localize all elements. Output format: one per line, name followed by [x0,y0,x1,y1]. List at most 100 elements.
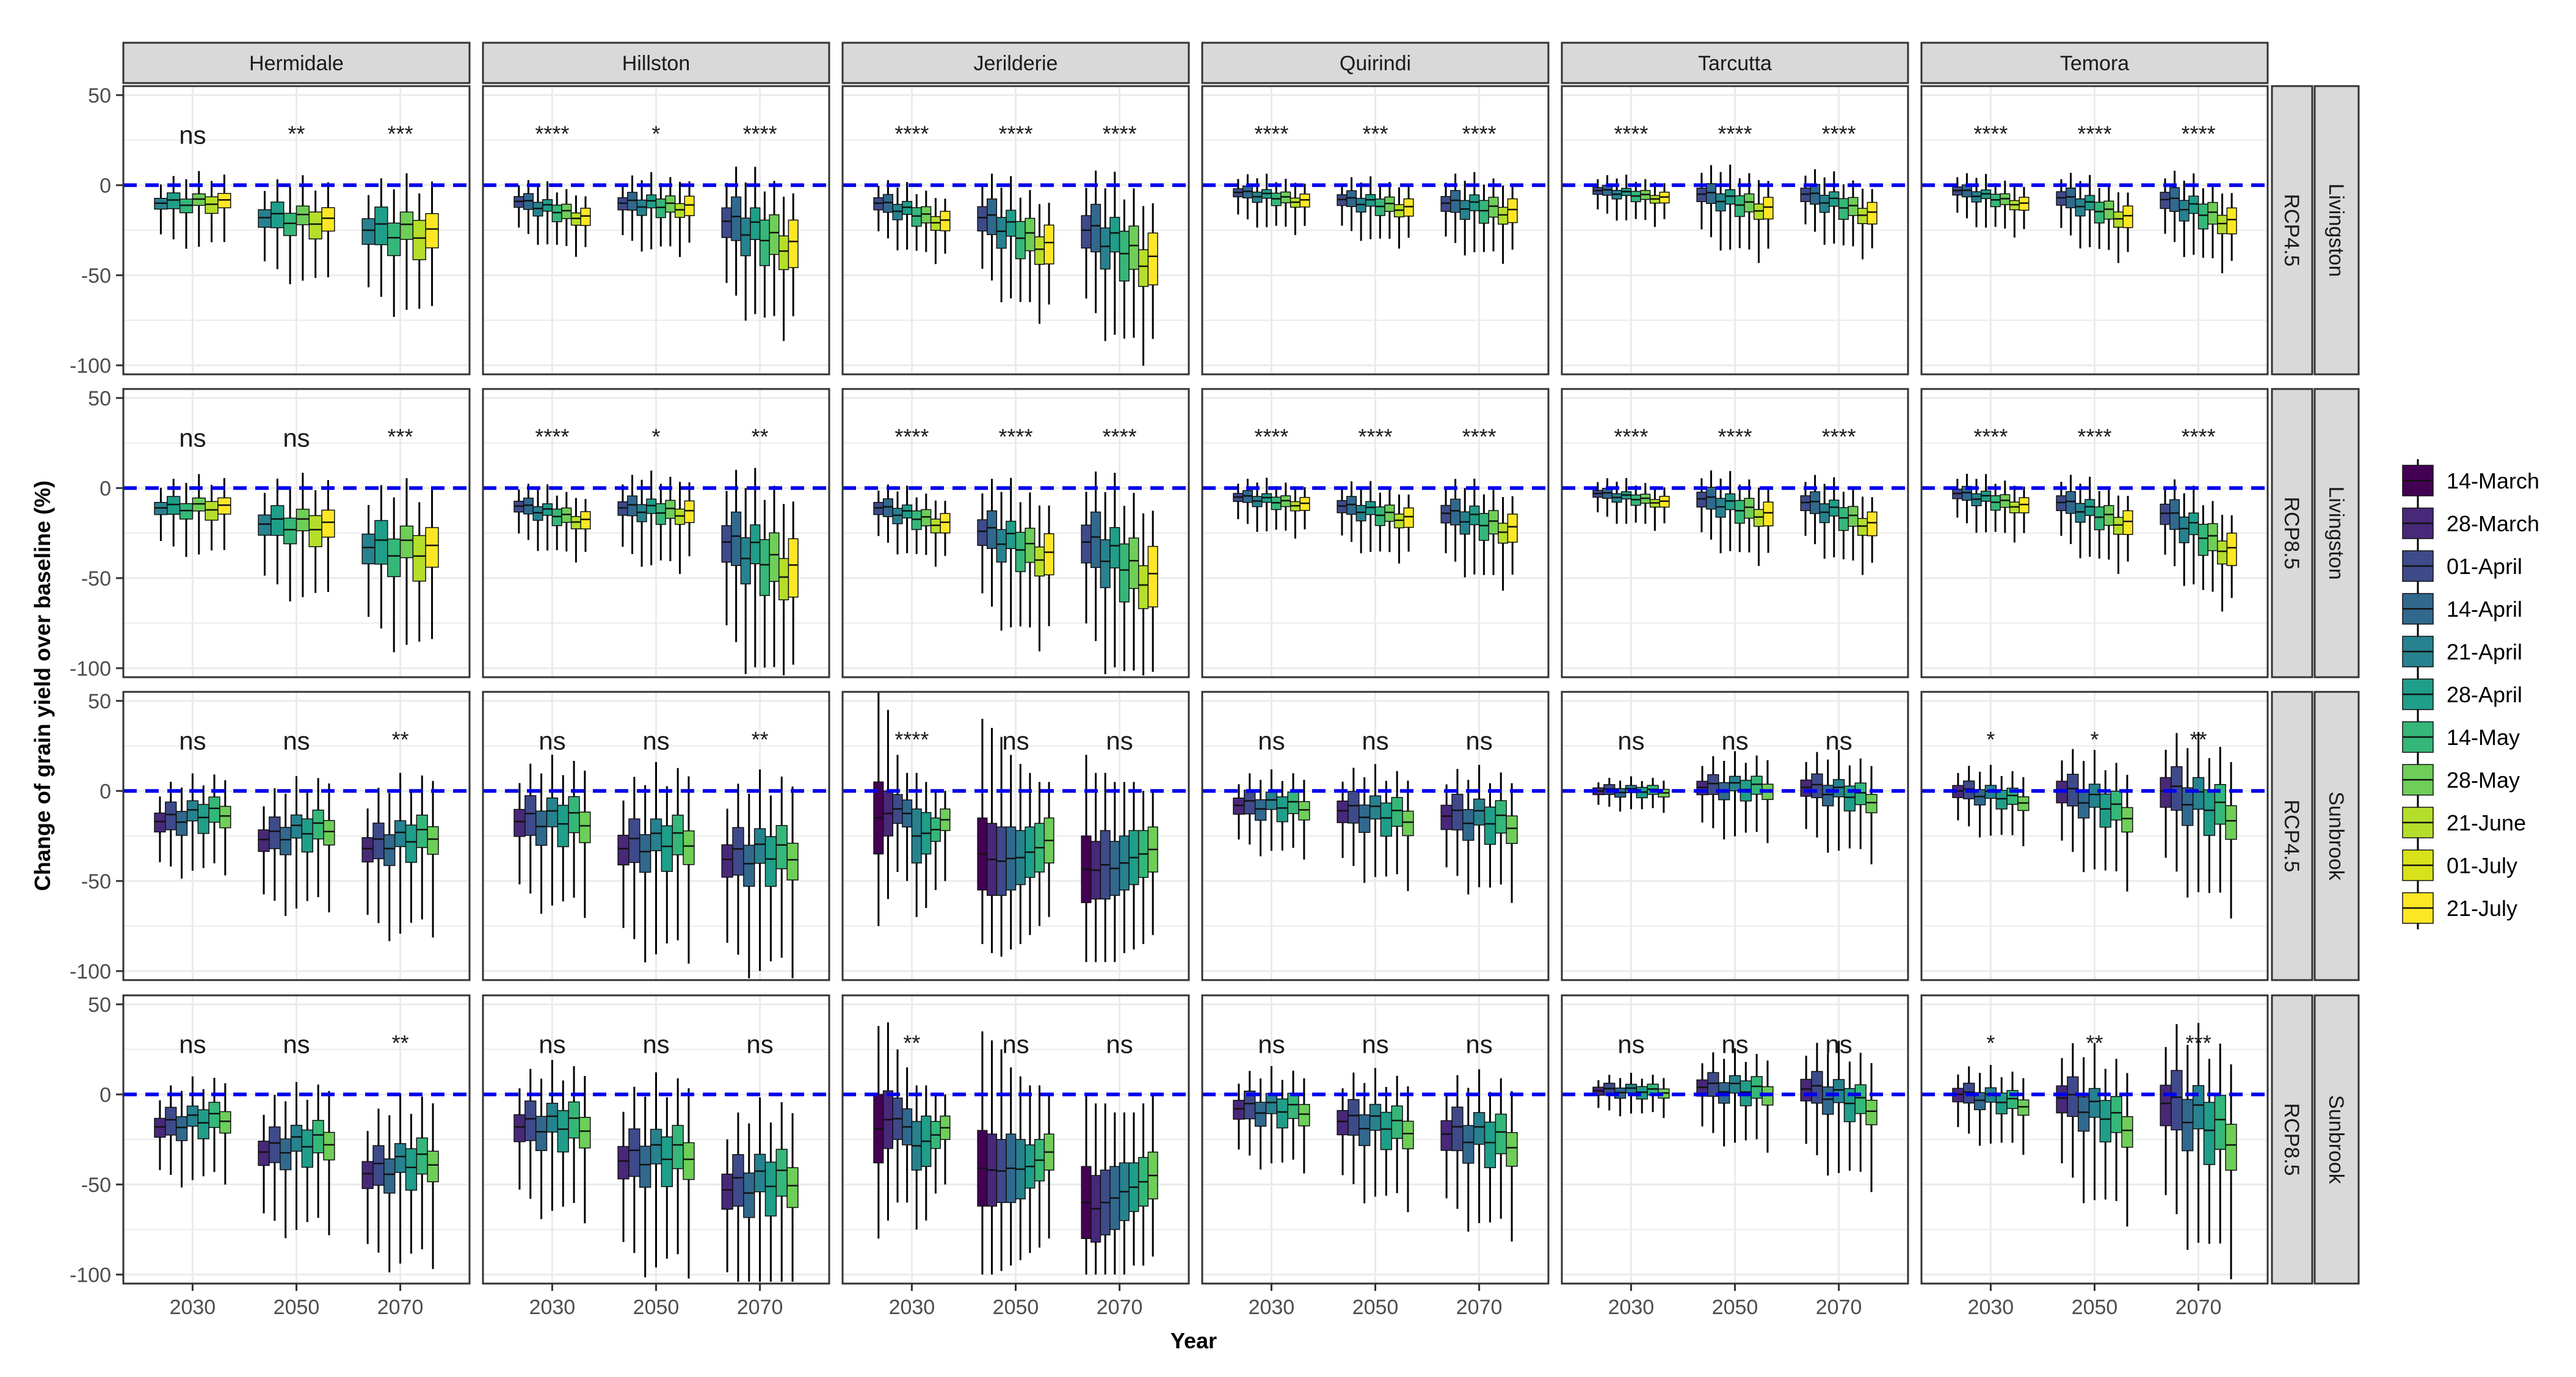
box [2065,491,2077,514]
significance-label: ** [2190,727,2207,752]
significance-label: ns [1721,1030,1748,1059]
box [568,1101,580,1139]
box [557,1110,569,1153]
box [269,816,281,849]
box [1034,546,1045,577]
box [740,217,751,256]
box [1459,200,1470,220]
panel-border [1561,388,1909,678]
panel-border [1201,85,1550,376]
x-tick-label: 2050 [993,1296,1039,1319]
box [280,827,292,856]
box [361,837,374,863]
significance-label: **** [998,424,1032,449]
box [1744,193,1755,213]
box [661,825,673,872]
panel-border [122,691,471,981]
x-tick-label: 2070 [1456,1296,1503,1319]
significance-label: ** [752,424,769,449]
box [1832,1079,1845,1103]
box [1495,800,1507,834]
box [290,814,303,839]
significance-label: ns [1465,1030,1492,1059]
significance-label: **** [1254,424,1288,449]
box [882,194,893,213]
significance-label: ns [179,1030,206,1059]
box [1705,183,1717,204]
box [175,1116,188,1141]
box [1469,505,1480,526]
box [387,538,401,578]
box [1025,217,1036,252]
box [1402,810,1414,837]
box [1744,498,1755,519]
box [1462,808,1475,841]
box [892,203,903,220]
significance-label: ns [746,1030,773,1059]
box [546,797,559,827]
box [1380,1111,1392,1150]
box [1147,232,1158,286]
x-tick-label: 2070 [1816,1296,1862,1319]
column-strip-label: Temora [2060,52,2129,75]
box [1276,1098,1288,1128]
box [786,1167,799,1208]
x-tick-label: 2030 [1608,1296,1655,1319]
box [2084,499,2095,516]
significance-label: ns [283,1030,310,1059]
box [655,503,666,525]
significance-label: ns [1362,1030,1388,1059]
box [2122,510,2133,536]
box [1348,791,1360,824]
box [1848,506,1859,527]
box [639,1146,651,1188]
box [1725,493,1736,510]
panel-border [122,85,471,376]
panel-border [841,388,1190,678]
x-tick-label: 2070 [1097,1296,1143,1319]
panel-border [1561,691,1909,981]
box [2094,202,2105,223]
box [361,218,376,245]
box [321,509,335,538]
significance-label: **** [535,122,569,147]
box [2182,1099,2194,1152]
box [1810,184,1821,205]
significance-label: ns [642,727,669,755]
significance-label: ns [1002,1030,1029,1059]
box [2217,214,2228,234]
box [1391,797,1403,827]
box [1822,785,1834,807]
box [1995,790,2008,810]
column-strip-label: Quirindi [1340,52,1411,75]
column-strip [1201,42,1550,84]
box [1254,799,1267,821]
box [580,208,591,227]
box [940,211,951,231]
box [579,812,591,843]
box [2075,503,2086,523]
box [769,214,780,255]
box [732,1154,744,1207]
significance-label: **** [894,424,929,449]
legend-label: 21-July [2447,896,2517,921]
significance-label: ns [1465,727,1492,755]
box [940,513,951,534]
box [154,1117,166,1138]
box [1374,198,1385,216]
box [513,808,526,837]
significance-label: ns [1617,727,1644,755]
column-strip [1561,42,1909,84]
box [628,818,640,863]
y-tick-label: 50 [88,994,111,1017]
significance-label: **** [1358,424,1392,449]
y-tick-label: 0 [100,174,111,197]
box [165,1106,177,1136]
box [1403,507,1414,528]
box [1380,802,1392,837]
box [977,206,988,232]
box [557,804,569,848]
significance-label: **** [2077,424,2111,449]
box [1138,565,1149,609]
box [1838,198,1849,220]
